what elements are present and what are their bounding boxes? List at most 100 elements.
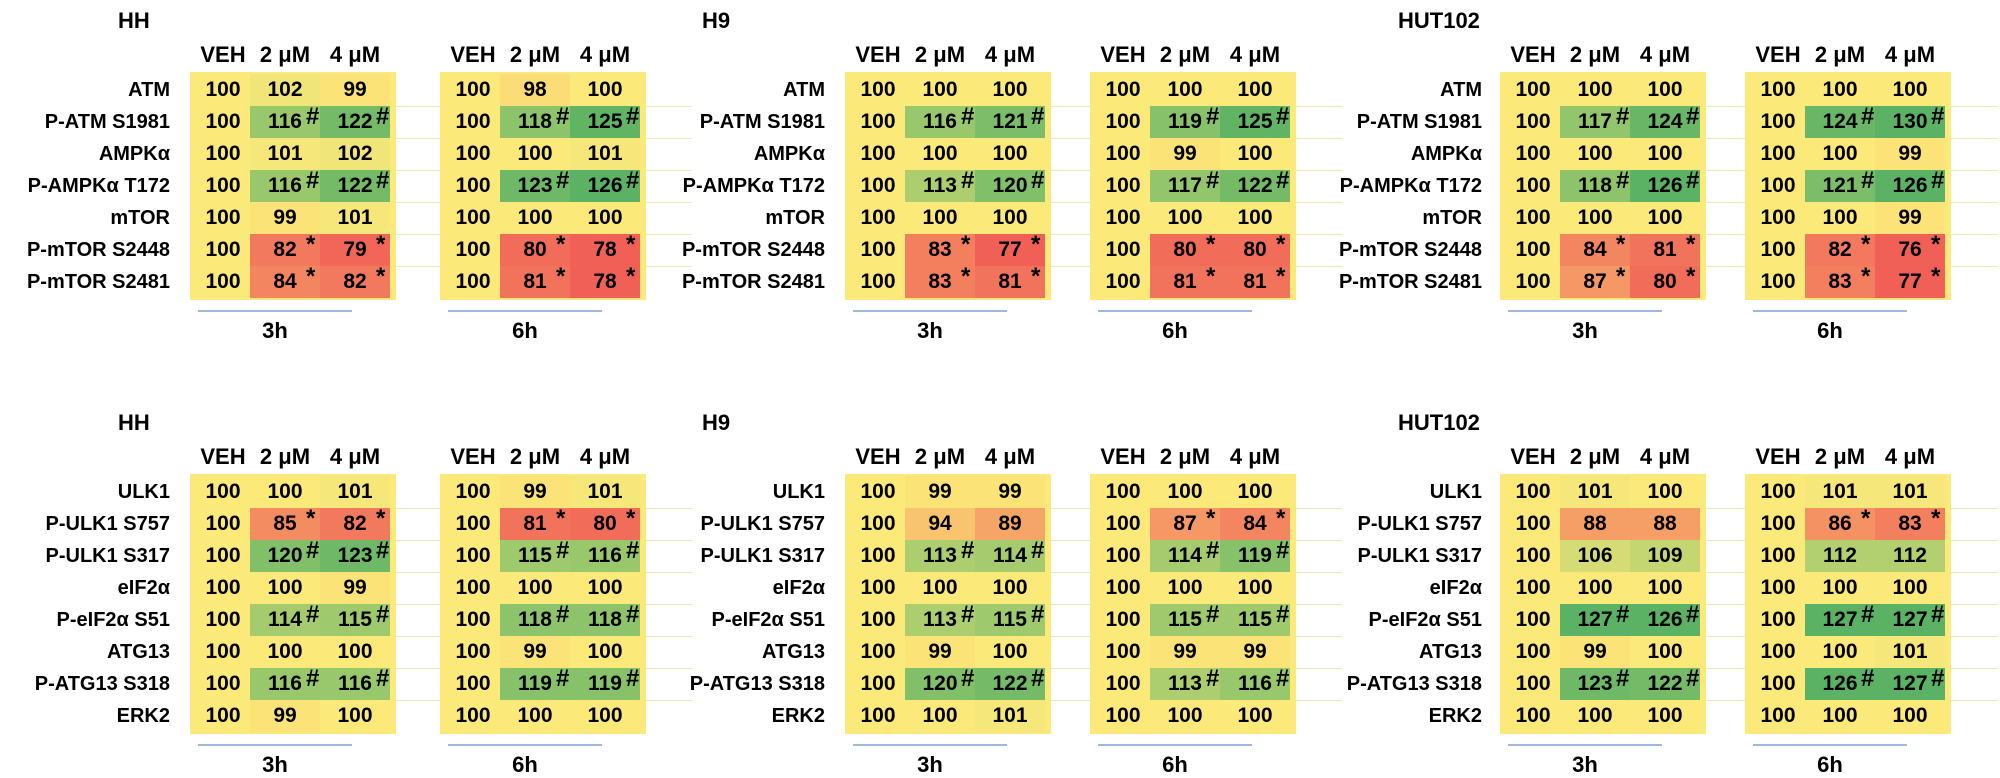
heat-cell: 100 [1096, 74, 1150, 106]
heat-cell: 100 [1096, 540, 1150, 572]
heat-cell: 100 [851, 74, 905, 106]
row-label: ERK2 [771, 705, 825, 727]
heat-cell: 101 [250, 138, 320, 170]
time-underline [1753, 744, 1907, 746]
heat-cell: 123 [500, 170, 570, 202]
row-separator [1706, 202, 1752, 203]
cell-line-title: HUT102 [1398, 8, 1480, 33]
row-separator [1051, 202, 1097, 203]
column-header: VEH [1100, 42, 1146, 67]
heat-cell: 79 [320, 234, 390, 266]
heat-cell: 100 [1096, 234, 1150, 266]
heat-cell: 100 [1805, 202, 1875, 234]
heat-cell: 116 [905, 106, 975, 138]
heat-cell: 77 [975, 234, 1045, 266]
significance-hash: # [376, 167, 390, 194]
significance-hash: # [1861, 665, 1875, 692]
heat-cell: 84 [1220, 508, 1290, 540]
row-label: P-ULK1 S757 [700, 513, 826, 535]
heat-cell: 98 [500, 74, 570, 106]
significance-asterisk: * [626, 505, 636, 532]
row-separator [396, 572, 442, 573]
heat-cell: 82 [320, 266, 390, 298]
row-label: P-AMPKα T172 [1339, 175, 1482, 197]
row-separator [1296, 604, 1342, 605]
heat-cell: 100 [975, 572, 1045, 604]
significance-hash: # [1206, 103, 1220, 130]
heat-cell: 101 [320, 202, 390, 234]
heat-cell: 100 [1751, 636, 1805, 668]
heat-cell: 101 [320, 476, 390, 508]
row-separator [1051, 508, 1097, 509]
heat-cell: 100 [320, 700, 390, 732]
significance-hash: # [306, 537, 320, 564]
heat-cell: 121 [1805, 170, 1875, 202]
significance-hash: # [626, 537, 640, 564]
significance-asterisk: * [556, 263, 566, 290]
heat-cell: 100 [446, 74, 500, 106]
significance-asterisk: * [376, 263, 386, 290]
heat-cell: 100 [1506, 266, 1560, 298]
heat-cell: 100 [1560, 202, 1630, 234]
heat-cell: 125 [1220, 106, 1290, 138]
cell-line-title: H9 [702, 8, 731, 33]
heat-cell: 100 [975, 74, 1045, 106]
heat-cell: 100 [1560, 572, 1630, 604]
heat-cell: 127 [1875, 604, 1945, 636]
row-separator [1951, 138, 1997, 139]
heat-cell: 114 [975, 540, 1045, 572]
row-separator [646, 668, 692, 669]
row-separator [1951, 636, 1997, 637]
heat-cell: 100 [1875, 572, 1945, 604]
row-separator [1296, 636, 1342, 637]
row-separator [1296, 572, 1342, 573]
row-separator [1706, 604, 1752, 605]
heat-cell: 100 [851, 508, 905, 540]
significance-hash: # [961, 103, 975, 130]
significance-hash: # [556, 103, 570, 130]
row-label: ATG13 [1419, 641, 1482, 663]
heat-cell: 116 [250, 668, 320, 700]
heat-cell: 101 [1875, 476, 1945, 508]
significance-asterisk: * [306, 231, 316, 258]
heat-cell: 100 [975, 138, 1045, 170]
row-separator [1296, 266, 1342, 267]
heat-cell: 100 [1875, 700, 1945, 732]
row-separator [396, 266, 442, 267]
heat-cell: 100 [196, 572, 250, 604]
row-separator [1706, 572, 1752, 573]
heat-cell: 100 [1220, 476, 1290, 508]
heat-cell: 119 [1150, 106, 1220, 138]
heat-cell: 101 [1560, 476, 1630, 508]
heat-cell: 118 [500, 604, 570, 636]
heat-cell: 100 [1096, 604, 1150, 636]
significance-hash: # [961, 601, 975, 628]
heat-cell: 78 [570, 266, 640, 298]
row-label: AMPKα [98, 143, 170, 165]
row-separator [1951, 604, 1997, 605]
significance-asterisk: * [1616, 263, 1626, 290]
heat-cell: 100 [851, 540, 905, 572]
significance-asterisk: * [1616, 231, 1626, 258]
heat-cell: 100 [1560, 74, 1630, 106]
heat-cell: 116 [1220, 668, 1290, 700]
row-separator [1706, 508, 1752, 509]
heat-cell: 100 [1096, 700, 1150, 732]
row-separator [1051, 138, 1097, 139]
heat-cell: 99 [1220, 636, 1290, 668]
heat-cell: 100 [1150, 202, 1220, 234]
heat-cell: 100 [1096, 170, 1150, 202]
heat-cell: 100 [1751, 540, 1805, 572]
heat-cell: 100 [1506, 234, 1560, 266]
heat-cell: 76 [1875, 234, 1945, 266]
heat-cell: 94 [905, 508, 975, 540]
heat-cell: 122 [320, 170, 390, 202]
row-separator [646, 572, 692, 573]
heat-cell: 81 [500, 508, 570, 540]
heat-cell: 100 [905, 202, 975, 234]
heat-cell: 88 [1560, 508, 1630, 540]
column-header: 4 μM [984, 444, 1036, 469]
heat-cell: 100 [446, 138, 500, 170]
heat-cell: 100 [196, 508, 250, 540]
heat-cell: 100 [851, 604, 905, 636]
